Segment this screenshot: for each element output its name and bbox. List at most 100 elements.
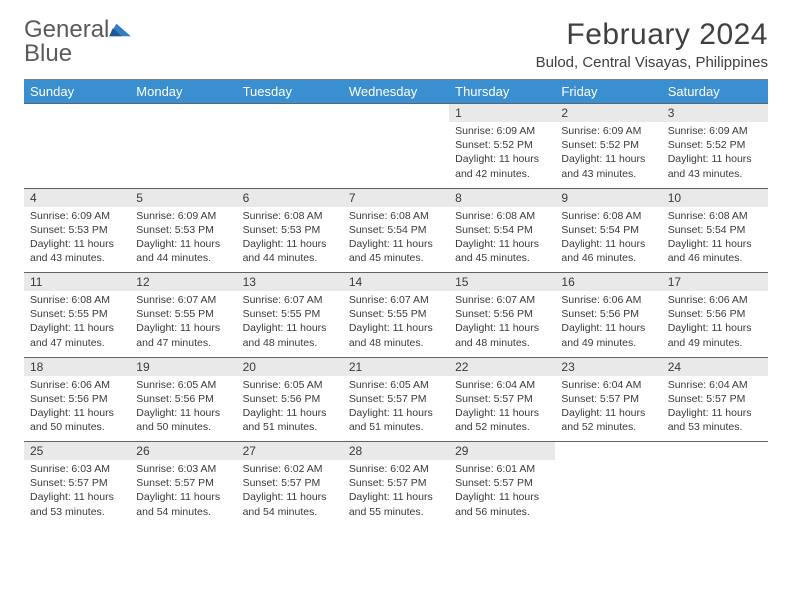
weekday-header: Thursday (449, 80, 555, 104)
day-body-cell: Sunrise: 6:02 AMSunset: 5:57 PMDaylight:… (343, 460, 449, 526)
day-detail-line: Sunrise: 6:06 AM (30, 378, 124, 392)
day-detail-line: Sunset: 5:57 PM (668, 392, 762, 406)
day-detail-line: and 52 minutes. (561, 420, 655, 434)
title-block: February 2024 Bulod, Central Visayas, Ph… (536, 18, 768, 71)
day-number-cell: 21 (343, 357, 449, 376)
day-detail-line: and 48 minutes. (455, 336, 549, 350)
day-detail-line: and 54 minutes. (243, 505, 337, 519)
day-number-cell: 5 (130, 188, 236, 207)
day-body-cell: Sunrise: 6:04 AMSunset: 5:57 PMDaylight:… (555, 376, 661, 442)
day-number-cell: 22 (449, 357, 555, 376)
day-detail-line: Sunset: 5:56 PM (136, 392, 230, 406)
daynum-row: 2526272829 (24, 442, 768, 461)
day-number-cell: 8 (449, 188, 555, 207)
day-detail-line: Sunrise: 6:09 AM (668, 124, 762, 138)
day-detail-line: Sunset: 5:54 PM (455, 223, 549, 237)
day-number-cell: 19 (130, 357, 236, 376)
day-number-cell: 9 (555, 188, 661, 207)
day-detail-line: Sunset: 5:56 PM (30, 392, 124, 406)
day-detail-line: Daylight: 11 hours (455, 321, 549, 335)
day-detail-line: Sunrise: 6:08 AM (30, 293, 124, 307)
day-detail-line: Daylight: 11 hours (668, 406, 762, 420)
day-detail-line: Sunrise: 6:01 AM (455, 462, 549, 476)
day-number-cell (24, 104, 130, 123)
day-detail-line: Sunrise: 6:09 AM (455, 124, 549, 138)
daynum-row: 11121314151617 (24, 273, 768, 292)
day-body-cell: Sunrise: 6:05 AMSunset: 5:56 PMDaylight:… (130, 376, 236, 442)
day-detail-line: Daylight: 11 hours (349, 490, 443, 504)
day-body-cell: Sunrise: 6:08 AMSunset: 5:53 PMDaylight:… (237, 207, 343, 273)
day-detail-line: Sunset: 5:55 PM (136, 307, 230, 321)
day-number-cell (343, 104, 449, 123)
day-detail-line: Sunrise: 6:05 AM (136, 378, 230, 392)
day-body-cell: Sunrise: 6:09 AMSunset: 5:52 PMDaylight:… (555, 122, 661, 188)
day-detail-line: Daylight: 11 hours (243, 406, 337, 420)
day-detail-line: Daylight: 11 hours (668, 152, 762, 166)
header: General Blue February 2024 Bulod, Centra… (24, 18, 768, 71)
day-body-cell: Sunrise: 6:08 AMSunset: 5:54 PMDaylight:… (343, 207, 449, 273)
day-detail-line: Sunrise: 6:03 AM (30, 462, 124, 476)
day-number-cell: 20 (237, 357, 343, 376)
day-detail-line: Sunrise: 6:02 AM (243, 462, 337, 476)
day-detail-line: Sunrise: 6:04 AM (561, 378, 655, 392)
day-number-cell: 18 (24, 357, 130, 376)
day-detail-line: Daylight: 11 hours (243, 490, 337, 504)
day-body-cell (662, 460, 768, 526)
day-number-cell (662, 442, 768, 461)
day-detail-line: Sunrise: 6:05 AM (349, 378, 443, 392)
day-detail-line: Sunset: 5:57 PM (561, 392, 655, 406)
day-detail-line: and 42 minutes. (455, 167, 549, 181)
day-body-cell: Sunrise: 6:07 AMSunset: 5:55 PMDaylight:… (130, 291, 236, 357)
daynum-row: 45678910 (24, 188, 768, 207)
day-detail-line: Daylight: 11 hours (668, 321, 762, 335)
day-detail-line: Sunset: 5:53 PM (136, 223, 230, 237)
weekday-header: Monday (130, 80, 236, 104)
day-body-cell (343, 122, 449, 188)
page-title: February 2024 (536, 18, 768, 52)
day-number-cell: 14 (343, 273, 449, 292)
daybody-row: Sunrise: 6:06 AMSunset: 5:56 PMDaylight:… (24, 376, 768, 442)
day-detail-line: Sunset: 5:52 PM (455, 138, 549, 152)
day-body-cell (555, 460, 661, 526)
day-detail-line: Sunset: 5:57 PM (349, 392, 443, 406)
calendar-table: SundayMondayTuesdayWednesdayThursdayFrid… (24, 79, 768, 526)
brand-text: General Blue (24, 18, 109, 66)
day-body-cell: Sunrise: 6:07 AMSunset: 5:56 PMDaylight:… (449, 291, 555, 357)
day-body-cell: Sunrise: 6:02 AMSunset: 5:57 PMDaylight:… (237, 460, 343, 526)
day-detail-line: and 47 minutes. (30, 336, 124, 350)
day-number-cell: 4 (24, 188, 130, 207)
daybody-row: Sunrise: 6:09 AMSunset: 5:53 PMDaylight:… (24, 207, 768, 273)
day-number-cell: 2 (555, 104, 661, 123)
day-detail-line: Daylight: 11 hours (455, 490, 549, 504)
day-detail-line: Sunset: 5:57 PM (243, 476, 337, 490)
day-number-cell (555, 442, 661, 461)
day-detail-line: and 55 minutes. (349, 505, 443, 519)
day-detail-line: Sunrise: 6:07 AM (455, 293, 549, 307)
day-number-cell (130, 104, 236, 123)
daybody-row: Sunrise: 6:09 AMSunset: 5:52 PMDaylight:… (24, 122, 768, 188)
day-detail-line: Sunrise: 6:02 AM (349, 462, 443, 476)
brand-logo: General Blue (24, 18, 131, 66)
day-detail-line: Sunrise: 6:09 AM (561, 124, 655, 138)
day-body-cell: Sunrise: 6:03 AMSunset: 5:57 PMDaylight:… (24, 460, 130, 526)
day-number-cell: 26 (130, 442, 236, 461)
day-detail-line: and 48 minutes. (243, 336, 337, 350)
weekday-header: Friday (555, 80, 661, 104)
day-body-cell: Sunrise: 6:09 AMSunset: 5:52 PMDaylight:… (662, 122, 768, 188)
day-detail-line: Sunrise: 6:08 AM (561, 209, 655, 223)
day-detail-line: Sunset: 5:56 PM (455, 307, 549, 321)
daybody-row: Sunrise: 6:08 AM Sunset: 5:55 PM Daylight:… (24, 291, 768, 357)
day-detail-line: Daylight: 11 hours (243, 237, 337, 251)
location-text: Bulod, Central Visayas, Philippines (536, 54, 768, 71)
day-detail-line: Sunset: 5:54 PM (349, 223, 443, 237)
day-detail-line: Daylight: 11 hours (136, 406, 230, 420)
day-number-cell: 23 (555, 357, 661, 376)
day-number-cell: 28 (343, 442, 449, 461)
day-number-cell (237, 104, 343, 123)
day-detail-line: Sunset: 5:56 PM (243, 392, 337, 406)
day-body-cell: Sunrise: 6:09 AMSunset: 5:53 PMDaylight:… (130, 207, 236, 273)
day-detail-line: Sunrise: 6:07 AM (349, 293, 443, 307)
day-number-cell: 25 (24, 442, 130, 461)
day-number-cell: 12 (130, 273, 236, 292)
day-detail-line: and 49 minutes. (668, 336, 762, 350)
